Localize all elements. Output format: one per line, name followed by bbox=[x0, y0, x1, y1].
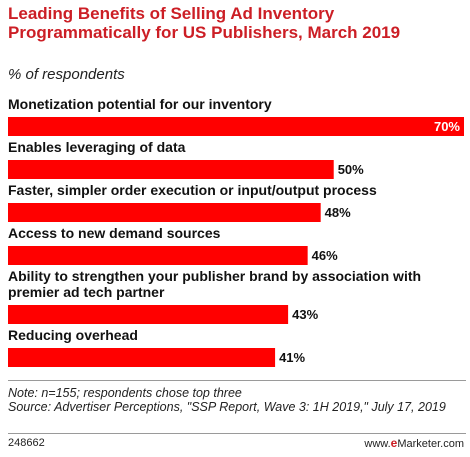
bar bbox=[8, 203, 321, 222]
category-label: Ability to strengthen your publisher bra… bbox=[8, 268, 421, 284]
category-label: Reducing overhead bbox=[8, 327, 138, 343]
divider-footer bbox=[8, 433, 466, 434]
value-label: 48% bbox=[325, 205, 351, 220]
emarketer-logo[interactable]: www.eMarketer.com bbox=[364, 436, 464, 450]
category-label: Monetization potential for our inventory bbox=[8, 96, 272, 112]
bar bbox=[8, 160, 334, 179]
value-label: 50% bbox=[338, 162, 364, 177]
category-label: Enables leveraging of data bbox=[8, 139, 186, 155]
bar bbox=[8, 246, 308, 265]
category-label: premier ad tech partner bbox=[8, 284, 165, 300]
bar bbox=[8, 305, 289, 324]
source-line: Source: Advertiser Perceptions, "SSP Rep… bbox=[8, 400, 446, 414]
divider-notes bbox=[8, 380, 466, 381]
bar-chart: Monetization potential for our inventory… bbox=[8, 96, 464, 367]
footnote: Note: n=155; respondents chose top three… bbox=[8, 386, 458, 414]
value-label: 41% bbox=[279, 350, 305, 365]
value-label: 43% bbox=[292, 307, 318, 322]
note-line: Note: n=155; respondents chose top three bbox=[8, 386, 242, 400]
value-label: 46% bbox=[312, 248, 338, 263]
category-label: Access to new demand sources bbox=[8, 225, 221, 241]
brand-e: e bbox=[390, 436, 398, 450]
value-label: 70% bbox=[434, 119, 460, 134]
brand-prefix: www. bbox=[364, 438, 391, 450]
chart-id: 248662 bbox=[8, 437, 45, 449]
chart-subtitle: % of respondents bbox=[8, 66, 125, 83]
category-label: Faster, simpler order execution or input… bbox=[8, 182, 377, 198]
bar bbox=[8, 117, 464, 136]
chart-title: Leading Benefits of Selling Ad Inventory… bbox=[8, 4, 401, 42]
bar bbox=[8, 348, 276, 367]
brand-suffix: Marketer.com bbox=[397, 438, 464, 450]
